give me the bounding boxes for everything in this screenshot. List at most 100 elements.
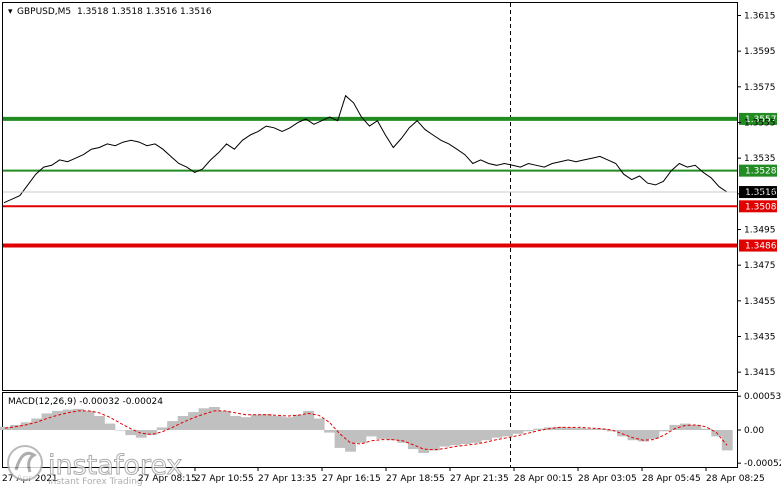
ohlc-label: 1.3518 1.3518 1.3516 1.3516 [77,7,212,17]
price-tick-label: 1.3535 [744,154,776,164]
macd-bar [271,416,283,430]
price-series: 1.3516 [3,94,777,204]
macd-bar [20,422,32,430]
support-level-tag [739,200,777,213]
macd-tick-label: 0.00 [744,426,764,436]
logo-brand-text: instaforex [48,450,182,481]
macd-bar [62,409,74,430]
time-tick-label: 28 Apr 00:15 [514,474,573,484]
price-tick-label: 1.3495 [744,225,776,235]
macd-bar [83,410,95,430]
macd-bar [156,427,168,430]
price-tick-label: 1.3575 [744,83,776,93]
macd-bar [502,430,513,437]
macd-bar [303,410,315,430]
macd-bar [31,418,43,430]
macd-signal-series [4,410,728,451]
macd-bar [250,414,262,430]
macd-bar [188,412,199,430]
resistance-level-tag [739,164,777,177]
price-tick-label: 1.3415 [744,368,776,378]
macd-bar [334,430,346,448]
macd-bar [470,430,482,443]
macd-bar [73,408,84,430]
macd-bar [345,430,356,452]
macd-bar [700,428,712,430]
price-tick-label: 1.3455 [744,297,776,307]
macd-bar [10,424,22,430]
macd-bar [114,430,126,431]
macd-bar [209,407,220,430]
price-tick-label: 1.3475 [744,261,776,271]
macd-bar [418,430,430,453]
price-tick-label: 1.3515 [744,190,776,200]
time-tick-label: 27 Apr 10:55 [195,474,254,484]
macd-bar [523,430,534,432]
macd-bar [428,430,440,451]
macd-bar [167,421,179,430]
resistance-level-tag [739,112,777,125]
macd-bar [177,416,189,430]
macd-bar [659,430,670,432]
instaforex-logo: instaforex Instant Forex Trading [7,445,183,487]
macd-bar [230,416,241,430]
macd-bar [669,424,681,430]
macd-bar [52,410,63,430]
macd-bar [606,430,618,432]
macd-signal-line [4,410,728,451]
macd-bar [585,428,597,430]
macd-bar [282,417,294,430]
macd-bar [292,414,304,430]
price-line [3,94,728,204]
macd-bar [198,408,210,430]
time-tick-label: 28 Apr 03:05 [578,474,637,484]
macd-bar [376,430,388,439]
time-tick-label: 27 Apr 16:15 [322,474,381,484]
macd-bar [481,430,492,441]
support-level-label: 1.3508 [745,202,777,212]
logo-swirl-icon [14,451,37,473]
macd-bar [355,430,367,443]
symbol-label: GBPUSD,M5 [17,7,71,17]
macd-bar [575,428,587,430]
time-tick-label: 28 Apr 08:25 [706,474,765,484]
price-tick-label: 1.3555 [744,118,776,128]
current-price-label: 1.3516 [745,188,777,198]
price-levels: 1.3557 1.3528 1.3508 1.3486 [3,112,777,252]
macd-bar [564,427,576,430]
time-tick-label: 28 Apr 05:45 [642,474,701,484]
macd-bar [41,413,53,430]
macd-bar [648,430,660,439]
macd-bar [449,430,461,446]
macd-axis: 0.00053 0.00 -0.00052 [737,392,781,469]
macd-bar [407,430,419,450]
macd-bar [690,424,702,430]
macd-bar [261,414,273,430]
macd-bar [93,416,105,430]
macd-bar [627,430,639,441]
macd-bar [366,430,377,437]
macd-bar [460,430,472,444]
macd-header: MACD(12,26,9) -0.00032 -0.00024 [8,397,163,407]
resistance-level-label: 1.3557 [745,115,777,125]
chart-header-arrow: ▾ [8,7,13,17]
price-tick-label: 1.3615 [744,11,776,21]
macd-bar [439,430,451,447]
macd-bar [324,430,335,433]
logo-tagline: Instant Forex Trading [48,477,143,487]
logo-circle-icon [7,445,43,481]
macd-histogram [0,407,733,453]
support-level-label: 1.3486 [745,242,777,252]
macd-bar [638,430,649,442]
macd-bar [617,430,628,437]
price-tick-label: 1.3595 [744,47,776,57]
macd-bar [313,418,325,430]
macd-tick-label: -0.00052 [744,459,781,469]
macd-tick-label: 0.00053 [744,392,781,402]
time-tick-label: 27 Apr 08:15 [138,474,197,484]
macd-bar [533,428,545,430]
macd-bar [386,430,398,441]
macd-bar [721,430,733,451]
